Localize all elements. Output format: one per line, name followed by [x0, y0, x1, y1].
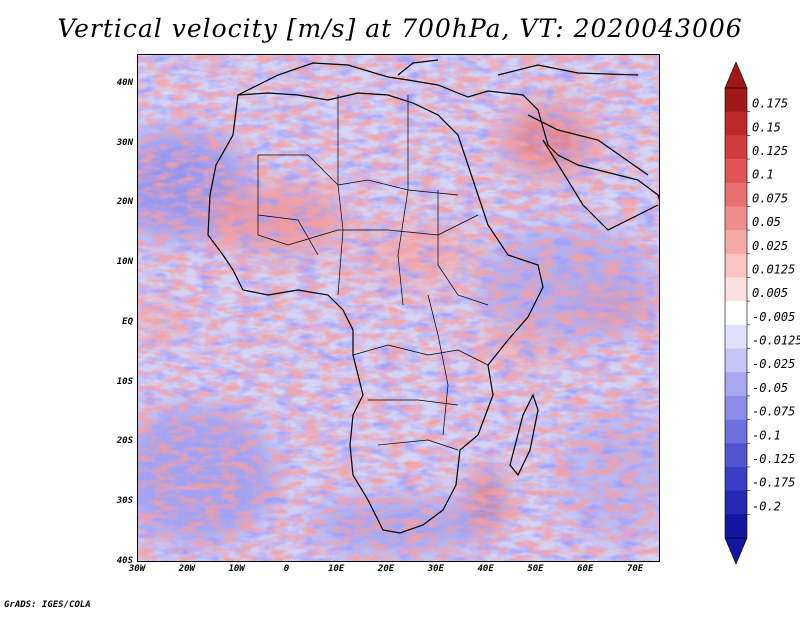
coastlines	[207, 59, 659, 534]
colorbar-swatch	[725, 324, 747, 349]
colorbar-swatch	[725, 372, 747, 397]
colorbar-label: 0.05	[752, 215, 781, 229]
colorbar-label: -0.005	[752, 310, 795, 324]
latitude-tick-label: 20N	[116, 197, 133, 208]
longitude-tick-label: 50E	[527, 564, 544, 574]
longitude-tick-label: 20E	[377, 564, 395, 574]
latitude-tick-label: EQ	[122, 316, 133, 327]
latitude-tick-label: 30S	[116, 496, 133, 507]
colorbar-label: -0.125	[752, 452, 795, 466]
colorbar-swatch	[725, 277, 747, 302]
colorbar-swatch	[725, 466, 747, 491]
longitude-tick-label: 70E	[626, 564, 644, 574]
colorbar-min-arrow	[724, 537, 748, 565]
colorbar-label: 0.175	[752, 97, 788, 111]
colorbar-swatch	[725, 443, 747, 468]
longitude-tick-label: 60E	[577, 564, 594, 574]
longitude-tick-label: 40E	[477, 564, 494, 574]
colorbar-label: 0.005	[752, 286, 788, 300]
latitude-tick-label: 30N	[116, 137, 133, 148]
colorbar-swatch	[725, 490, 747, 515]
turbulence-texture	[138, 55, 659, 561]
colorbar-swatch	[725, 111, 747, 136]
longitude-tick-label: 10E	[328, 564, 345, 574]
latitude-tick-label: 10N	[116, 257, 133, 268]
grads-credit: GrADS: IGES/COLA	[4, 600, 91, 610]
colorbar-swatch	[725, 301, 747, 326]
colorbar-label: -0.025	[752, 357, 795, 371]
latitude-tick-label: 10S	[116, 376, 133, 387]
longitude-tick-label: 0	[283, 564, 290, 574]
latitude-tick-label: 40S	[116, 556, 133, 566]
colorbar-swatch	[725, 88, 747, 112]
colorbar-swatch	[725, 159, 747, 184]
colorbar-max-arrow	[724, 61, 748, 89]
colorbar: 0.175 0.15 0.125 0.1 0.075 0.05 0.025 0.0125 0.0…	[724, 61, 800, 565]
country-borders	[257, 95, 489, 451]
colorbar-swatch	[725, 348, 747, 373]
colorbar-swatch	[725, 253, 747, 278]
longitude-tick-label: 10W	[228, 564, 245, 574]
longitude-tick-label: 20W	[178, 564, 195, 574]
colorbar-swatch	[725, 514, 747, 539]
colorbar-swatch	[725, 395, 747, 420]
colorbar-label: 0.075	[752, 191, 788, 205]
colorbar-swatch	[725, 135, 747, 160]
colorbar-label: -0.1	[752, 428, 781, 442]
map-panel	[137, 54, 660, 562]
colorbar-label: -0.175	[752, 476, 795, 490]
colorbar-label: -0.05	[752, 381, 788, 395]
latitude-tick-label: 20S	[116, 436, 133, 447]
colorbar-label: -0.2	[752, 499, 781, 513]
chart-title: Vertical velocity [m/s] at 700hPa, VT: 2…	[57, 14, 743, 43]
colorbar-label: 0.0125	[752, 262, 795, 276]
latitude-tick-label: 40N	[116, 77, 133, 88]
colorbar-label: 0.025	[752, 239, 788, 253]
velocity-field	[138, 55, 659, 561]
colorbar-label: -0.075	[752, 405, 795, 419]
longitude-tick-label: 30E	[427, 564, 444, 574]
colorbar-swatch	[725, 230, 747, 255]
colorbar-swatch	[725, 182, 747, 207]
colorbar-swatch	[725, 419, 747, 444]
colorbar-label: -0.0125	[752, 334, 800, 348]
longitude-tick-label: 30W	[128, 564, 146, 574]
colorbar-label: 0.15	[752, 120, 781, 134]
colorbar-label: 0.1	[752, 168, 774, 182]
colorbar-swatch	[725, 206, 747, 231]
colorbar-label: 0.125	[752, 144, 788, 158]
